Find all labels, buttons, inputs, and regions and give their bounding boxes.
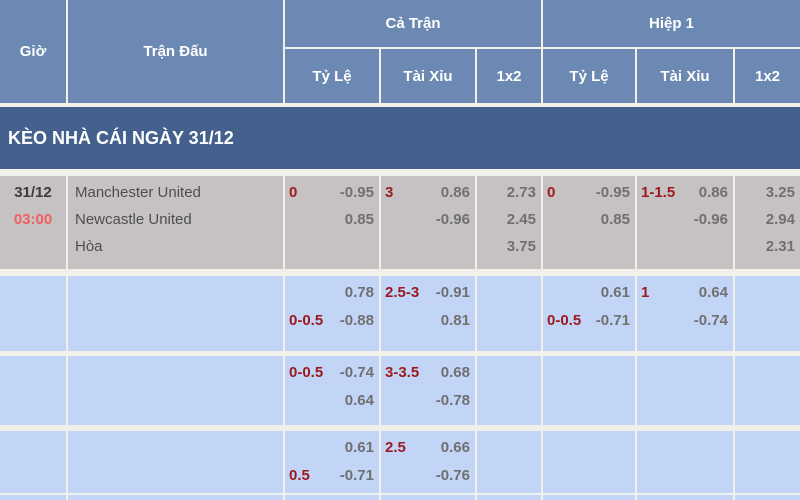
total-value: 3	[385, 184, 394, 201]
cell-ft-handicap: 0 -0.95 0.85	[285, 176, 379, 269]
odds-value: 0.85	[600, 211, 630, 228]
cell-time	[0, 431, 66, 493]
subcol-h1-over-under: Tài Xỉu	[637, 49, 733, 103]
total-value: 2.5	[385, 439, 406, 456]
cell-h1-over-under: 1 0.64 -0.74	[637, 276, 733, 351]
cell-h1-1x2	[735, 356, 800, 425]
match-date: 31/12	[14, 184, 52, 201]
total-value: 1-1.5	[641, 184, 676, 201]
cell-h1-1x2: 3.25 2.94 2.31	[735, 176, 800, 269]
handicap-value: 0-0.5	[289, 312, 324, 329]
odds-value: 0.64	[344, 392, 374, 409]
subcol-h1-handicap: Tỷ Lệ	[543, 49, 635, 103]
cell-h1-handicap: 0 -0.95 0.85	[543, 176, 635, 269]
away-team[interactable]: Newcastle United	[75, 211, 192, 228]
odds-row[interactable]: 0-0.5 -0.74 0.64 3-3.5 0.68 -0.78	[0, 356, 800, 425]
match-kickoff-time: 03:00	[13, 211, 53, 228]
odds-value: -0.96	[435, 211, 470, 228]
date-banner-title: KÈO NHÀ CÁI NGÀY 31/12	[8, 127, 234, 148]
cell-ft-1x2	[477, 276, 541, 351]
draw-label: Hòa	[75, 238, 103, 255]
odds-value: 0.81	[440, 312, 470, 329]
cell-ft-1x2	[477, 431, 541, 493]
cell-teams[interactable]: Manchester United Newcastle United Hòa	[68, 176, 283, 269]
handicap-value: 0-0.5	[547, 312, 582, 329]
odds-value: 2.73	[506, 184, 536, 201]
odds-value: 2.31	[765, 238, 795, 255]
odds-value: -0.76	[435, 467, 470, 484]
cell-ft-handicap: 0-0.5 -0.74 0.64	[285, 356, 379, 425]
cell-ft-over-under: 3 0.86 -0.96	[381, 176, 475, 269]
cell-h1-handicap	[543, 356, 635, 425]
odds-value: 2.45	[506, 211, 536, 228]
subcol-ft-1x2: 1x2	[477, 49, 541, 103]
total-value: 1	[641, 284, 650, 301]
match-row[interactable]: 31/12 03:00 Manchester United Newcastle …	[0, 176, 800, 269]
col-header-first-half: Hiệp 1	[543, 0, 800, 47]
odds-value: 0.61	[344, 439, 374, 456]
odds-row[interactable]: 0.78 0-0.5 -0.88 2.5-3 -0.91 0.81 0.61 0-0…	[0, 276, 800, 351]
cell-time	[0, 356, 66, 425]
cell-h1-over-under	[637, 356, 733, 425]
col-header-full-match: Cả Trận	[285, 0, 541, 47]
cell-time: 31/12 03:00	[0, 176, 66, 269]
cell-h1-1x2	[735, 431, 800, 493]
odds-row-clipped	[0, 495, 800, 500]
odds-value: 0.85	[344, 211, 374, 228]
odds-value: 2.94	[765, 211, 795, 228]
cell-teams	[68, 276, 283, 351]
total-value: 2.5-3	[385, 284, 420, 301]
cell-ft-handicap: 0.78 0-0.5 -0.88	[285, 276, 379, 351]
table-header: Giờ Trận Đấu Cả Trận Hiệp 1 Tỷ Lệ Tài Xỉ…	[0, 0, 800, 103]
odds-value: 0.86	[440, 184, 470, 201]
total-value: 3-3.5	[385, 364, 420, 381]
cell-h1-1x2	[735, 276, 800, 351]
odds-value: -0.74	[339, 364, 374, 381]
odds-value: -0.71	[339, 467, 374, 484]
cell-ft-over-under: 2.5 0.66 -0.76	[381, 431, 475, 493]
odds-value: -0.88	[339, 312, 374, 329]
odds-row[interactable]: 0.61 0.5 -0.71 2.5 0.66 -0.76	[0, 431, 800, 493]
odds-value: -0.78	[435, 392, 470, 409]
odds-value: 0.61	[600, 284, 630, 301]
handicap-value: 0-0.5	[289, 364, 324, 381]
odds-value: -0.96	[693, 211, 728, 228]
handicap-value: 0	[289, 184, 298, 201]
col-header-match: Trận Đấu	[68, 0, 283, 103]
odds-value: -0.91	[435, 284, 470, 301]
cell-time	[0, 276, 66, 351]
odds-value: 0.86	[698, 184, 728, 201]
odds-value: 0.78	[344, 284, 374, 301]
cell-h1-over-under	[637, 431, 733, 493]
cell-ft-over-under: 2.5-3 -0.91 0.81	[381, 276, 475, 351]
cell-ft-1x2	[477, 356, 541, 425]
cell-teams	[68, 356, 283, 425]
subcol-ft-over-under: Tài Xỉu	[381, 49, 475, 103]
home-team[interactable]: Manchester United	[75, 184, 201, 201]
odds-value: 0.64	[698, 284, 728, 301]
odds-value: 3.75	[506, 238, 536, 255]
odds-value: -0.71	[595, 312, 630, 329]
cell-ft-1x2: 2.73 2.45 3.75	[477, 176, 541, 269]
subcol-h1-1x2: 1x2	[735, 49, 800, 103]
col-header-time: Giờ	[0, 0, 66, 103]
cell-h1-handicap: 0.61 0-0.5 -0.71	[543, 276, 635, 351]
cell-teams	[68, 431, 283, 493]
odds-value: 0.66	[440, 439, 470, 456]
cell-ft-handicap: 0.61 0.5 -0.71	[285, 431, 379, 493]
odds-value: 3.25	[765, 184, 795, 201]
odds-value: 0.68	[440, 364, 470, 381]
handicap-value: 0	[547, 184, 556, 201]
odds-value: -0.95	[595, 184, 630, 201]
handicap-value: 0.5	[289, 467, 310, 484]
date-banner: KÈO NHÀ CÁI NGÀY 31/12	[0, 107, 800, 169]
cell-h1-over-under: 1-1.5 0.86 -0.96	[637, 176, 733, 269]
cell-h1-handicap	[543, 431, 635, 493]
odds-value: -0.95	[339, 184, 374, 201]
subcol-ft-handicap: Tỷ Lệ	[285, 49, 379, 103]
odds-value: -0.74	[693, 312, 728, 329]
cell-ft-over-under: 3-3.5 0.68 -0.78	[381, 356, 475, 425]
